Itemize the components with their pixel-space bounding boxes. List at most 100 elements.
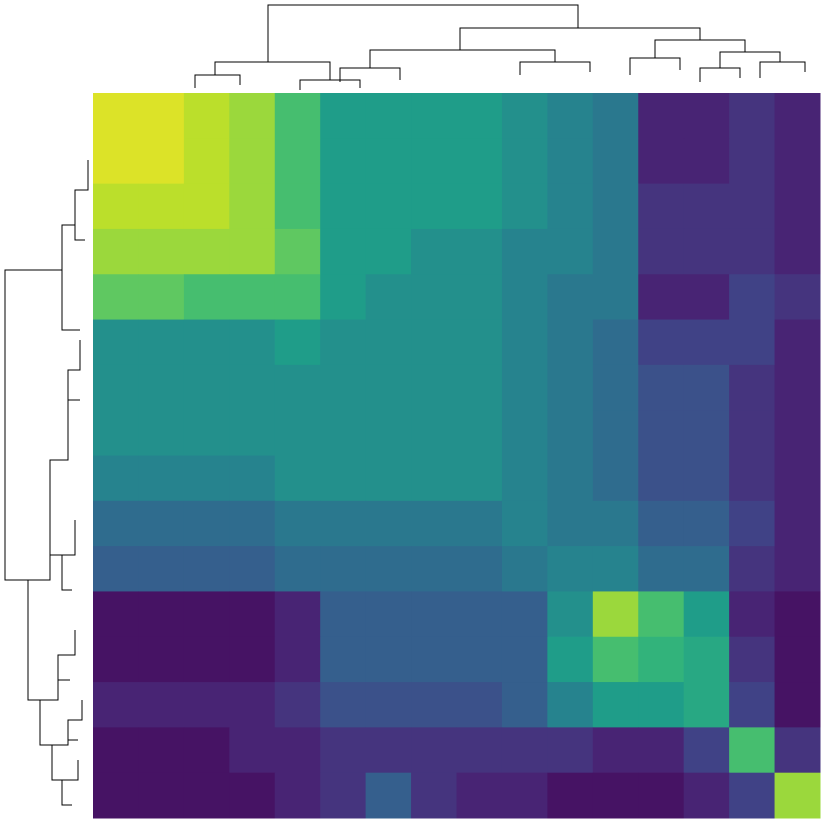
heatmap-cell xyxy=(501,364,548,411)
heatmap-cell xyxy=(229,727,276,774)
heatmap-cell xyxy=(365,546,412,592)
heatmap-cell xyxy=(411,93,457,139)
heatmap-cell xyxy=(320,93,367,139)
heatmap-cell xyxy=(365,727,412,774)
heatmap-cell xyxy=(501,727,548,774)
column-dendrogram xyxy=(194,4,806,90)
heatmap-cell xyxy=(93,274,139,321)
heatmap-cell xyxy=(274,319,321,366)
heatmap-cell xyxy=(365,500,412,547)
heatmap-cell xyxy=(774,455,821,502)
heatmap-cell xyxy=(274,183,321,230)
heatmap-cell xyxy=(93,93,139,139)
heatmap-cell xyxy=(365,772,412,819)
heatmap-cell xyxy=(138,591,185,638)
heatmap-cell xyxy=(456,682,503,728)
heatmap-cell xyxy=(683,319,730,366)
heatmap-cell xyxy=(592,138,639,185)
heatmap-cell xyxy=(365,138,412,185)
heatmap-cell xyxy=(138,410,185,456)
heatmap-cell xyxy=(183,138,230,185)
heatmap-cell xyxy=(183,546,230,592)
heatmap-cell xyxy=(638,636,685,683)
heatmap-cell xyxy=(729,138,776,185)
heatmap-cell xyxy=(683,682,730,728)
heatmap-cell xyxy=(93,455,139,502)
heatmap-cell xyxy=(774,727,821,774)
heatmap-cell xyxy=(683,183,730,230)
heatmap-cell xyxy=(729,727,776,774)
heatmap-cell xyxy=(547,364,594,411)
heatmap-cell xyxy=(547,772,594,819)
heatmap-cell xyxy=(320,364,367,411)
heatmap-cell xyxy=(411,636,457,683)
heatmap-cell xyxy=(729,228,776,275)
heatmap-cell xyxy=(501,410,548,456)
heatmap-cell xyxy=(456,727,503,774)
heatmap-cell xyxy=(365,410,412,456)
heatmap-cell xyxy=(229,455,276,502)
heatmap-cell xyxy=(547,546,594,592)
heatmap-cell xyxy=(501,455,548,502)
heatmap-cell xyxy=(411,682,457,728)
heatmap-cell xyxy=(456,455,503,502)
heatmap-cell xyxy=(138,183,185,230)
heatmap-cell xyxy=(774,500,821,547)
heatmap-cell xyxy=(138,93,185,139)
heatmap-cell xyxy=(683,228,730,275)
heatmap-cell xyxy=(411,772,457,819)
heatmap-cell xyxy=(547,591,594,638)
heatmap-cell xyxy=(138,682,185,728)
heatmap-cell xyxy=(501,636,548,683)
heatmap-cell xyxy=(638,410,685,456)
heatmap-cell xyxy=(93,636,139,683)
heatmap-cell xyxy=(274,410,321,456)
heatmap-cell xyxy=(320,727,367,774)
heatmap-cell xyxy=(592,364,639,411)
heatmap-cell xyxy=(592,682,639,728)
heatmap-cell xyxy=(638,682,685,728)
heatmap-cell xyxy=(93,500,139,547)
heatmap-cell xyxy=(411,410,457,456)
heatmap-cell xyxy=(456,500,503,547)
heatmap-cell xyxy=(501,500,548,547)
heatmap-cell xyxy=(774,228,821,275)
heatmap-cell xyxy=(774,410,821,456)
heatmap-cell xyxy=(93,319,139,366)
heatmap-cell xyxy=(320,636,367,683)
heatmap-cell xyxy=(456,364,503,411)
heatmap-cell xyxy=(183,591,230,638)
heatmap-cell xyxy=(729,636,776,683)
heatmap-cell xyxy=(183,319,230,366)
heatmap-cell xyxy=(274,727,321,774)
heatmap-cell xyxy=(683,591,730,638)
heatmap-cell xyxy=(501,591,548,638)
heatmap-cell xyxy=(229,636,276,683)
heatmap-cell xyxy=(183,772,230,819)
heatmap-cell xyxy=(774,319,821,366)
heatmap-cell xyxy=(456,319,503,366)
heatmap-cell xyxy=(229,364,276,411)
heatmap-cell xyxy=(456,274,503,321)
heatmap-cell xyxy=(638,364,685,411)
heatmap-cell xyxy=(93,772,139,819)
heatmap-cell xyxy=(229,682,276,728)
heatmap-cell xyxy=(774,682,821,728)
heatmap-cell xyxy=(274,682,321,728)
heatmap-cell xyxy=(365,591,412,638)
heatmap-cell xyxy=(320,183,367,230)
heatmap-cell xyxy=(547,228,594,275)
heatmap-cell xyxy=(501,93,548,139)
heatmap-cell xyxy=(774,546,821,592)
heatmap-cell xyxy=(183,93,230,139)
heatmap-cell xyxy=(683,636,730,683)
heatmap-cell xyxy=(683,546,730,592)
heatmap-cell xyxy=(93,410,139,456)
heatmap-cell xyxy=(547,727,594,774)
heatmap-cell xyxy=(638,93,685,139)
heatmap-cell xyxy=(320,410,367,456)
heatmap-cell xyxy=(93,138,139,185)
heatmap-cell xyxy=(320,455,367,502)
heatmap-cell xyxy=(411,546,457,592)
